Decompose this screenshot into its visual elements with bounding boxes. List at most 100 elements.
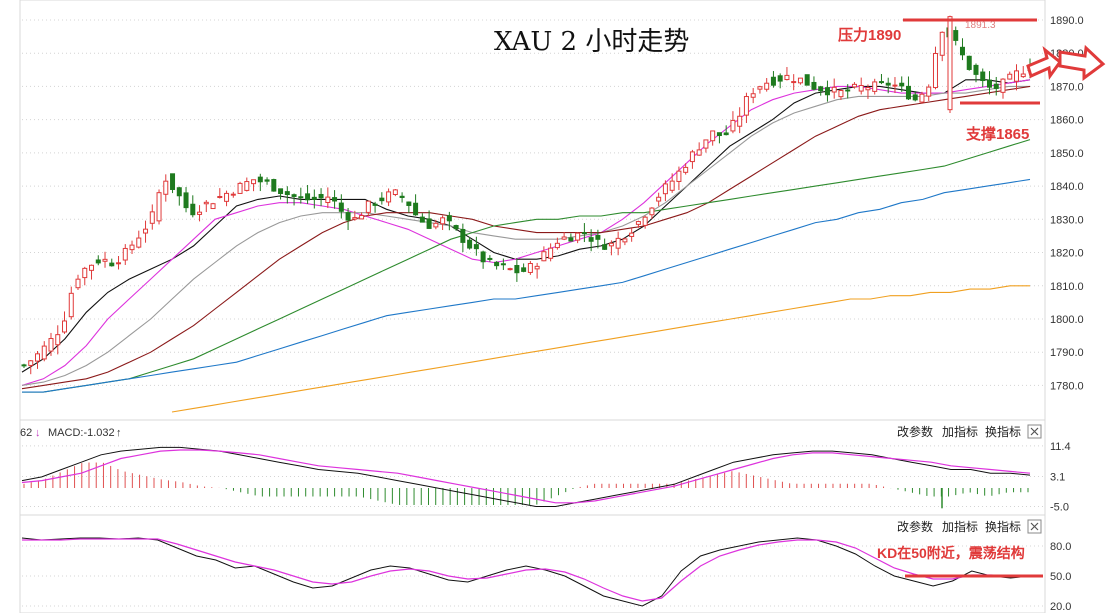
candle xyxy=(649,207,655,219)
candle xyxy=(163,174,169,202)
candle xyxy=(696,142,702,156)
candle xyxy=(156,189,162,225)
candle xyxy=(244,177,250,192)
kd-switch-indicator-button[interactable]: 换指标 xyxy=(985,519,1021,534)
candle xyxy=(872,78,878,95)
kd-close-icon[interactable] xyxy=(1027,519,1042,534)
price-tick-label: 1800.0 xyxy=(1050,314,1084,326)
candle xyxy=(35,350,41,369)
candle xyxy=(831,78,837,99)
candle xyxy=(392,189,398,197)
candle xyxy=(818,85,824,96)
candle xyxy=(710,130,716,146)
candle xyxy=(109,258,115,267)
moving-average-lines xyxy=(21,79,1031,413)
candle xyxy=(426,210,432,229)
candle xyxy=(743,92,749,124)
macd-down-arrow-icon: ↓ xyxy=(35,427,41,439)
candle xyxy=(980,68,986,88)
candle xyxy=(548,243,554,262)
candle xyxy=(500,258,506,270)
candle xyxy=(622,237,628,246)
candle xyxy=(48,332,54,356)
macd-grid xyxy=(22,445,1045,507)
macd-toolbar: 改参数 加指标 换指标 xyxy=(897,424,1042,439)
candle xyxy=(851,82,857,89)
macd-add-indicator-button[interactable]: 加指标 xyxy=(942,424,978,439)
candle xyxy=(406,201,412,213)
price-tick-label: 1780.0 xyxy=(1050,380,1084,392)
candle xyxy=(116,256,122,270)
moving-average-line xyxy=(171,285,1030,413)
candle xyxy=(575,232,581,244)
candle xyxy=(291,193,297,206)
kd-toolbar: 改参数 加指标 换指标 xyxy=(897,519,1042,534)
candle xyxy=(953,26,959,46)
candle xyxy=(311,189,317,209)
macd-close-icon[interactable] xyxy=(1027,424,1042,439)
candle xyxy=(669,173,675,193)
support-label: 支撑1865 xyxy=(965,125,1029,143)
candle xyxy=(237,181,243,194)
candle xyxy=(251,179,257,192)
candle xyxy=(413,194,419,216)
price-tick-label: 1810.0 xyxy=(1050,281,1084,293)
candle xyxy=(467,237,473,250)
candle xyxy=(838,89,844,100)
candle xyxy=(804,74,810,86)
macd-prefix: 62 xyxy=(20,427,32,439)
candle xyxy=(764,78,770,92)
candle xyxy=(899,76,905,92)
trend-arrow-icon xyxy=(1026,46,1063,80)
candle xyxy=(271,178,277,192)
candle xyxy=(494,261,500,270)
candle xyxy=(905,76,911,100)
candle xyxy=(730,111,736,134)
candle xyxy=(28,359,34,375)
candle xyxy=(588,229,594,252)
candle xyxy=(750,88,756,104)
candle xyxy=(629,228,635,242)
candlesticks xyxy=(21,15,1033,375)
candle xyxy=(986,71,992,95)
kd-tick-label: 80.0 xyxy=(1050,541,1071,553)
candle xyxy=(534,262,540,279)
candle xyxy=(939,31,945,62)
candle xyxy=(554,237,560,250)
candle xyxy=(365,200,371,217)
candle xyxy=(95,255,101,266)
candle xyxy=(318,188,324,207)
candle xyxy=(885,77,891,94)
kd-k-line xyxy=(21,537,1031,607)
macd-tick-label: -5.0 xyxy=(1050,501,1069,513)
kd-change-params-button[interactable]: 改参数 xyxy=(897,519,933,534)
candle xyxy=(973,63,979,83)
peak-price-label: 1891.3 xyxy=(965,20,996,31)
candle xyxy=(203,200,209,213)
candle xyxy=(662,180,668,202)
resistance-label: 压力1890 xyxy=(838,26,901,44)
moving-average-line xyxy=(21,85,1030,386)
macd-change-params-button[interactable]: 改参数 xyxy=(897,424,933,439)
macd-tick-label: 3.1 xyxy=(1050,472,1065,484)
price-tick-label: 1890.0 xyxy=(1050,15,1084,27)
kd-add-indicator-button[interactable]: 加指标 xyxy=(942,519,978,534)
candle xyxy=(278,188,284,200)
price-tick-label: 1860.0 xyxy=(1050,115,1084,127)
candle xyxy=(919,91,925,104)
candle xyxy=(1013,64,1019,91)
candle xyxy=(568,233,574,242)
candle xyxy=(845,84,851,99)
candle xyxy=(359,212,365,220)
candle xyxy=(345,207,351,230)
candle xyxy=(453,224,459,231)
candle xyxy=(541,246,547,262)
macd-dif-line xyxy=(21,446,1031,507)
candle xyxy=(959,38,965,61)
candle xyxy=(305,185,311,204)
trend-arrow-icon-2 xyxy=(1058,44,1106,81)
candle xyxy=(21,363,27,369)
macd-switch-indicator-button[interactable]: 换指标 xyxy=(985,424,1021,439)
kd-grid xyxy=(22,545,1045,607)
